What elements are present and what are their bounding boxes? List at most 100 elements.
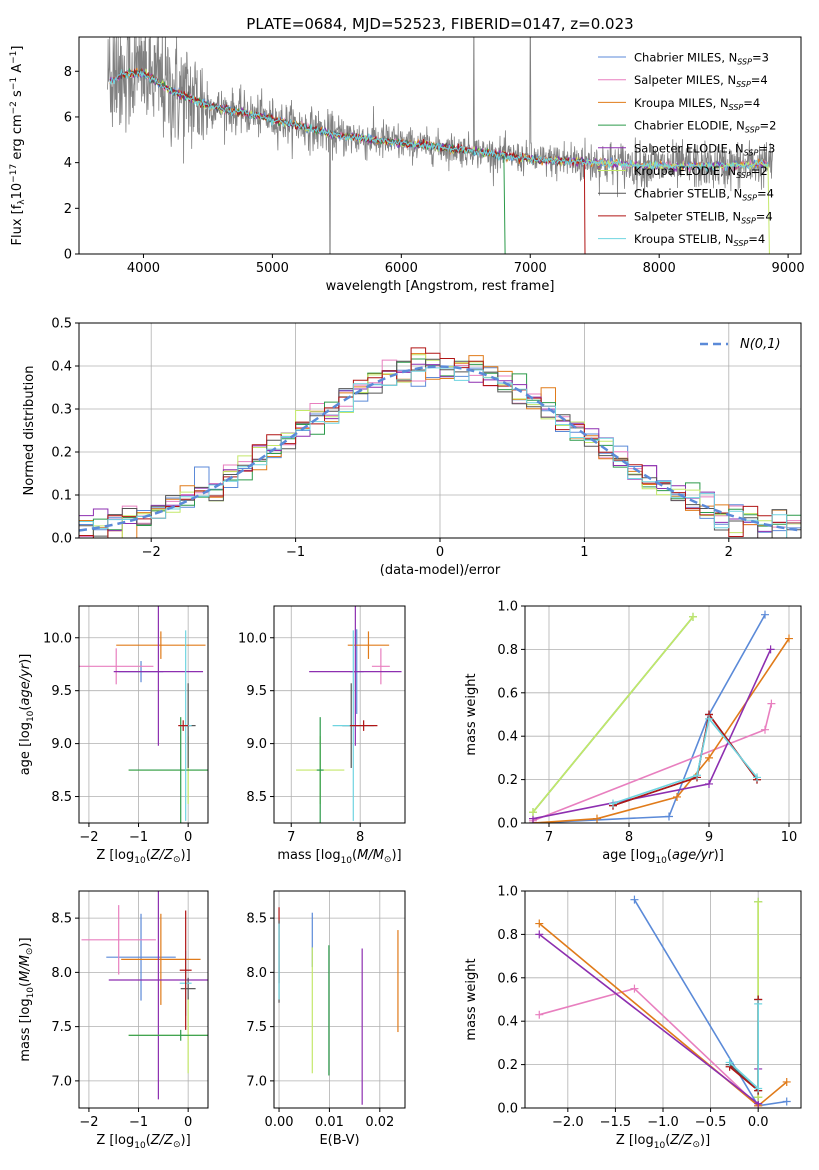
- mass_vs_EBV-plot-area: [278, 907, 399, 1105]
- age_vs_Z-ytick-label: 10.0: [43, 631, 72, 646]
- legend-entry: Kroupa STELIB, NSSP=4: [634, 232, 765, 248]
- age_vs_Z-xlabel: Z [log10(Z/Z⊙)]: [96, 848, 190, 866]
- spectrum-ytick-label: 4: [64, 156, 72, 171]
- mass_weight_vs_age-xlabel: age [log10(age/yr)]: [602, 848, 724, 866]
- mass_weight_vs_age-xtick-label: 10: [781, 830, 798, 845]
- age_vs_mass-ytick-label: 10.0: [238, 631, 267, 646]
- mass_weight_vs_Z-ytick-label: 0.6: [497, 971, 518, 986]
- spectrum-ytick-label: 6: [64, 110, 72, 125]
- mass_vs_Z-plot-area: [81, 891, 208, 1100]
- mass_weight_vs_Z-xlabel: Z [log10(Z/Z⊙)]: [616, 1133, 710, 1151]
- residuals-xtick-label: −1: [286, 545, 305, 560]
- age_vs_Z-ytick-label: 9.0: [51, 737, 72, 752]
- age_vs_Z-ylabel: age [log10(age/yr)]: [18, 654, 36, 776]
- residual-legend: N(0,1): [700, 337, 781, 352]
- normal-curve: [79, 365, 801, 532]
- mass_vs_Z-ytick-label: 8.0: [51, 966, 72, 981]
- residuals-xtick-label: −2: [142, 545, 161, 560]
- mass_weight_vs_age-xtick-label: 9: [705, 830, 713, 845]
- residuals-xtick-label: 0: [436, 545, 444, 560]
- mass-weight-line: [729, 999, 759, 1093]
- mass_weight_vs_age-xtick-label: 7: [545, 830, 553, 845]
- spectrum-xtick-label: 9000: [772, 261, 805, 276]
- spectrum-legend: Chabrier MILES, NSSP=3 Salpeter MILES, NS…: [598, 51, 776, 248]
- residuals-xlabel: (data-model)/error: [380, 563, 501, 578]
- mass-weight-line: [532, 614, 766, 823]
- mass_vs_EBV-ytick-label: 7.5: [246, 1020, 267, 1035]
- mass-weight-marker: [782, 1097, 791, 1106]
- legend-entry: Kroupa ELODIE, NSSP=2: [634, 164, 768, 180]
- mass_vs_EBV-ytick-label: 8.5: [246, 912, 267, 927]
- mass_weight_vs_age-xtick-label: 8: [625, 830, 633, 845]
- mass_weight_vs_Z-ytick-label: 0.2: [497, 1058, 518, 1073]
- residuals-ytick-label: 0.4: [51, 360, 72, 375]
- mass_vs_EBV-panel: 0.00 0.01 0.02 7.0 7.5 8.0 8.5 E(B-V): [246, 890, 406, 1148]
- spectrum-plot-area: [107, 37, 773, 254]
- residuals-xtick-label: 2: [725, 545, 733, 560]
- mass_vs_Z-xtick-label: 0: [184, 1115, 192, 1130]
- mass-weight-marker: [753, 773, 761, 782]
- spectrum-frame: [78, 36, 802, 255]
- mass-weight-marker: [609, 799, 617, 808]
- residual-histogram: [79, 361, 801, 532]
- age_vs_Z-plot-area: [79, 606, 208, 823]
- mass_vs_Z-ytick-label: 7.5: [51, 1020, 72, 1035]
- mass-weight-marker: [535, 930, 544, 939]
- age_vs_Z-frame: [78, 605, 209, 824]
- age_vs_mass-xlabel: mass [log10(M/M⊙)]: [277, 848, 401, 866]
- mass_weight_vs_Z-xtick-label: 0.0: [748, 1115, 769, 1130]
- mass-weight-marker: [725, 1058, 734, 1067]
- mass_vs_EBV-xlabel: E(B-V): [319, 1133, 359, 1148]
- mass-weight-marker: [693, 771, 701, 780]
- age_vs_mass-panel: 7 8 8.5 9.0 9.5 10.0 mass [log10(M/M⊙)]: [238, 605, 406, 866]
- residuals-ytick-label: 0.3: [51, 403, 72, 418]
- mass-weight-marker: [767, 699, 776, 708]
- mass-weight-line: [532, 616, 694, 813]
- spectrum-model-line: [109, 68, 769, 173]
- mass_weight_vs_age-panel: 7 8 9 10 0.0 0.2 0.4 0.6 0.8 1.0 age [log10(age/yr…: [464, 600, 802, 866]
- legend-entry: Chabrier STELIB, NSSP=4: [634, 187, 774, 203]
- mass-weight-marker: [766, 645, 775, 654]
- residuals-ytick-label: 0.5: [51, 317, 72, 332]
- age_vs_mass-ytick-label: 8.5: [246, 790, 267, 805]
- mass_vs_EBV-xtick-label: 0.02: [365, 1115, 394, 1130]
- legend-entry: Salpeter MILES, NSSP=4: [634, 73, 768, 89]
- mass-weight-marker: [593, 814, 601, 823]
- mass_vs_Z-ylabel: mass [log10(M/M⊙)]: [18, 937, 36, 1061]
- mass_vs_EBV-ytick-label: 8.0: [246, 966, 267, 981]
- residuals-ytick-label: 0.2: [51, 446, 72, 461]
- legend-entry: Salpeter STELIB, NSSP=4: [634, 209, 773, 225]
- mass-weight-marker: [754, 897, 763, 906]
- legend-entry: Salpeter ELODIE, NSSP=3: [634, 141, 775, 157]
- residuals-panel: −2 −1 0 1 2 0.0 0.1 0.2 0.3 0.4 0.5 (data-model)/er…: [22, 317, 802, 578]
- spectrum-xtick-label: 7000: [514, 261, 547, 276]
- residual-histogram: [79, 358, 801, 538]
- mass_weight_vs_Z-plot-area: [535, 895, 791, 1108]
- mass_weight_vs_Z-xtick-label: −1.5: [600, 1115, 632, 1130]
- mass_vs_Z-xtick-label: −2: [79, 1115, 98, 1130]
- mass-weight-marker: [705, 753, 713, 762]
- spectrum-panel: 4000 5000 6000 7000 8000 9000 0 2 4 6 8 wavelength …: [9, 36, 805, 294]
- age_vs_Z-panel: −2 −1 0 8.5 9.0 9.5 10.0 Z [log10(Z/Z⊙)] age [lo…: [18, 605, 209, 866]
- mass_vs_Z-panel: −2 −1 0 7.0 7.5 8.0 8.5 Z [log10(Z/Z⊙)] mass [lo…: [18, 890, 209, 1151]
- mass_weight_vs_age-ytick-label: 0.2: [497, 773, 518, 788]
- spectrum-ytick-label: 2: [64, 202, 72, 217]
- mass_weight_vs_Z-ylabel: mass weight: [464, 958, 479, 1040]
- age_vs_Z-ytick-label: 8.5: [51, 790, 72, 805]
- spectrum-ylabel: Flux [fλ10−17 erg cm−2 s−1 A−1]: [9, 46, 27, 246]
- mass_weight_vs_Z-ytick-label: 0.8: [497, 928, 518, 943]
- spectrum-xtick-label: 5000: [256, 261, 289, 276]
- age_vs_Z-xtick-label: −2: [79, 830, 98, 845]
- mass_weight_vs_Z-xtick-label: −0.5: [695, 1115, 727, 1130]
- age_vs_mass-ytick-label: 9.0: [246, 737, 267, 752]
- mass_weight_vs_age-ytick-label: 1.0: [497, 600, 518, 615]
- mass_weight_vs_Z-ytick-label: 0.4: [497, 1015, 518, 1030]
- legend-entry: Chabrier ELODIE, NSSP=2: [634, 119, 776, 135]
- mass_weight_vs_age-ytick-label: 0.6: [497, 686, 518, 701]
- mass_vs_EBV-frame: [273, 890, 406, 1109]
- mass-weight-marker: [630, 895, 639, 904]
- residuals-ylabel: Normed distribution: [22, 366, 37, 496]
- spectrum-xtick-label: 4000: [127, 261, 160, 276]
- residuals-xtick-label: 1: [580, 545, 588, 560]
- spectrum-model-line: [109, 68, 585, 167]
